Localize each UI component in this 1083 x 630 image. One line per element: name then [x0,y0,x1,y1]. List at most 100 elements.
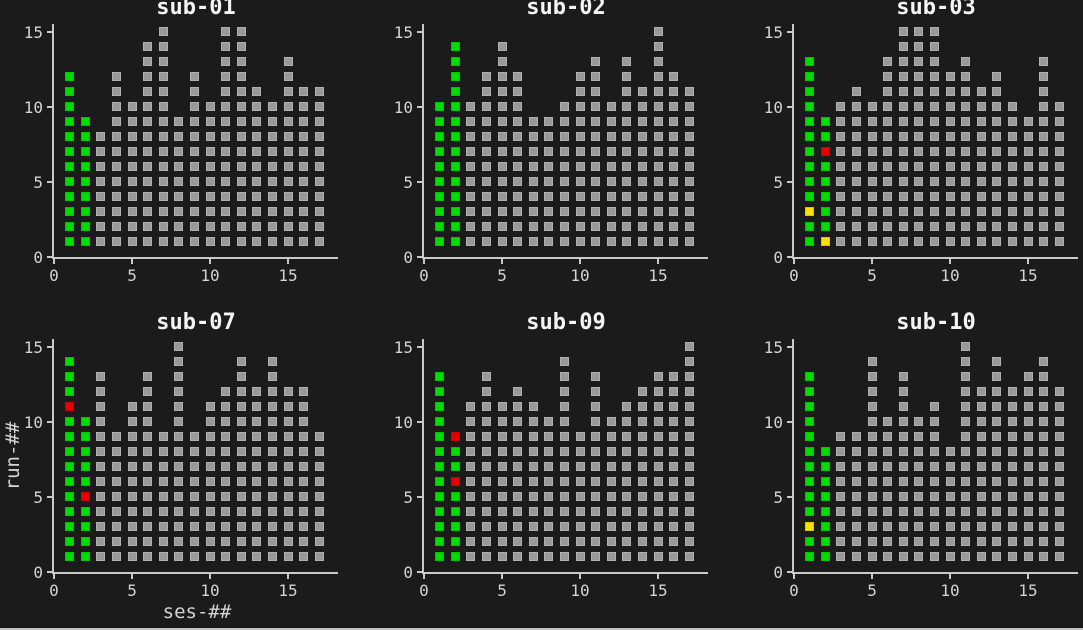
run-marker-gray [528,177,538,187]
run-marker-gray [174,537,184,547]
run-marker-gray [575,537,585,547]
run-marker-gray [559,552,569,562]
run-marker-gray [961,342,971,352]
run-marker-gray [867,372,877,382]
run-marker-gray [898,387,908,397]
run-marker-gray [992,177,1002,187]
run-marker-gray [283,522,293,532]
run-marker-gray [684,492,694,502]
run-marker-gray [205,522,215,532]
run-marker-gray [883,177,893,187]
run-marker-gray [836,432,846,442]
run-marker-gray [528,522,538,532]
run-marker-gray [481,207,491,217]
run-marker-gray [883,492,893,502]
run-marker-gray [637,222,647,232]
run-marker-gray [267,492,277,502]
run-marker-gray [236,222,246,232]
run-marker-gray [252,162,262,172]
run-marker-gray [481,477,491,487]
run-marker-gray [481,147,491,157]
run-marker-gray [221,387,231,397]
run-marker-gray [236,492,246,502]
run-marker-gray [466,222,476,232]
run-marker-gray [992,522,1002,532]
run-marker-gray [1054,237,1064,247]
run-marker-gray [481,432,491,442]
run-marker-gray [544,432,554,442]
run-marker-green [65,207,75,217]
run-marker-gray [158,522,168,532]
run-marker-green [80,507,90,517]
run-marker-gray [1054,387,1064,397]
run-marker-gray [236,162,246,172]
y-tick-label: 5 [403,487,413,507]
x-tick-label: 5 [867,581,877,600]
run-marker-gray [283,192,293,202]
run-marker-green [450,72,460,82]
x-tick-label: 15 [1018,581,1038,600]
run-marker-gray [314,192,324,202]
run-marker-gray [513,492,523,502]
y-tick-mark [787,495,792,498]
run-marker-gray [575,177,585,187]
run-marker-gray [1039,72,1049,82]
run-marker-gray [867,477,877,487]
run-marker-gray [205,477,215,487]
run-marker-gray [914,447,924,457]
run-marker-gray [497,492,507,502]
run-marker-gray [174,507,184,517]
run-marker-gray [914,102,924,112]
run-marker-gray [669,522,679,532]
y-tick-mark [417,105,422,108]
run-marker-gray [96,432,106,442]
run-marker-gray [111,132,121,142]
run-marker-gray [976,537,986,547]
run-marker-gray [1039,177,1049,187]
run-marker-gray [591,117,601,127]
x-tick-mark [579,259,582,264]
run-marker-gray [143,402,153,412]
y-tick-label: 5 [33,487,43,507]
run-marker-gray [929,507,939,517]
run-marker-gray [945,147,955,157]
run-marker-gray [669,492,679,502]
run-marker-gray [836,462,846,472]
run-marker-gray [174,552,184,562]
run-marker-gray [299,147,309,157]
run-marker-gray [497,57,507,67]
run-marker-green [65,177,75,187]
run-marker-gray [929,417,939,427]
run-marker-gray [591,102,601,112]
y-axis-spine [792,24,794,259]
run-marker-gray [669,447,679,457]
run-marker-gray [481,417,491,427]
run-marker-gray [898,162,908,172]
run-marker-gray [466,522,476,532]
run-marker-gray [976,552,986,562]
run-marker-gray [559,522,569,532]
run-marker-gray [606,147,616,157]
run-marker-gray [898,117,908,127]
run-marker-green [805,72,815,82]
run-marker-green [450,132,460,142]
run-marker-green [450,237,460,247]
run-marker-gray [1007,477,1017,487]
run-marker-gray [898,402,908,412]
run-marker-red [820,147,830,157]
y-tick-mark [787,180,792,183]
run-marker-gray [497,477,507,487]
run-marker-gray [221,522,231,532]
run-marker-gray [1023,237,1033,247]
run-marker-green [65,462,75,472]
run-marker-gray [127,402,137,412]
run-marker-gray [174,147,184,157]
run-marker-gray [653,237,663,247]
run-marker-green [820,162,830,172]
run-marker-gray [976,237,986,247]
run-marker-gray [528,462,538,472]
run-marker-green [65,117,75,127]
run-marker-gray [111,462,121,472]
run-marker-gray [466,477,476,487]
run-marker-gray [637,207,647,217]
